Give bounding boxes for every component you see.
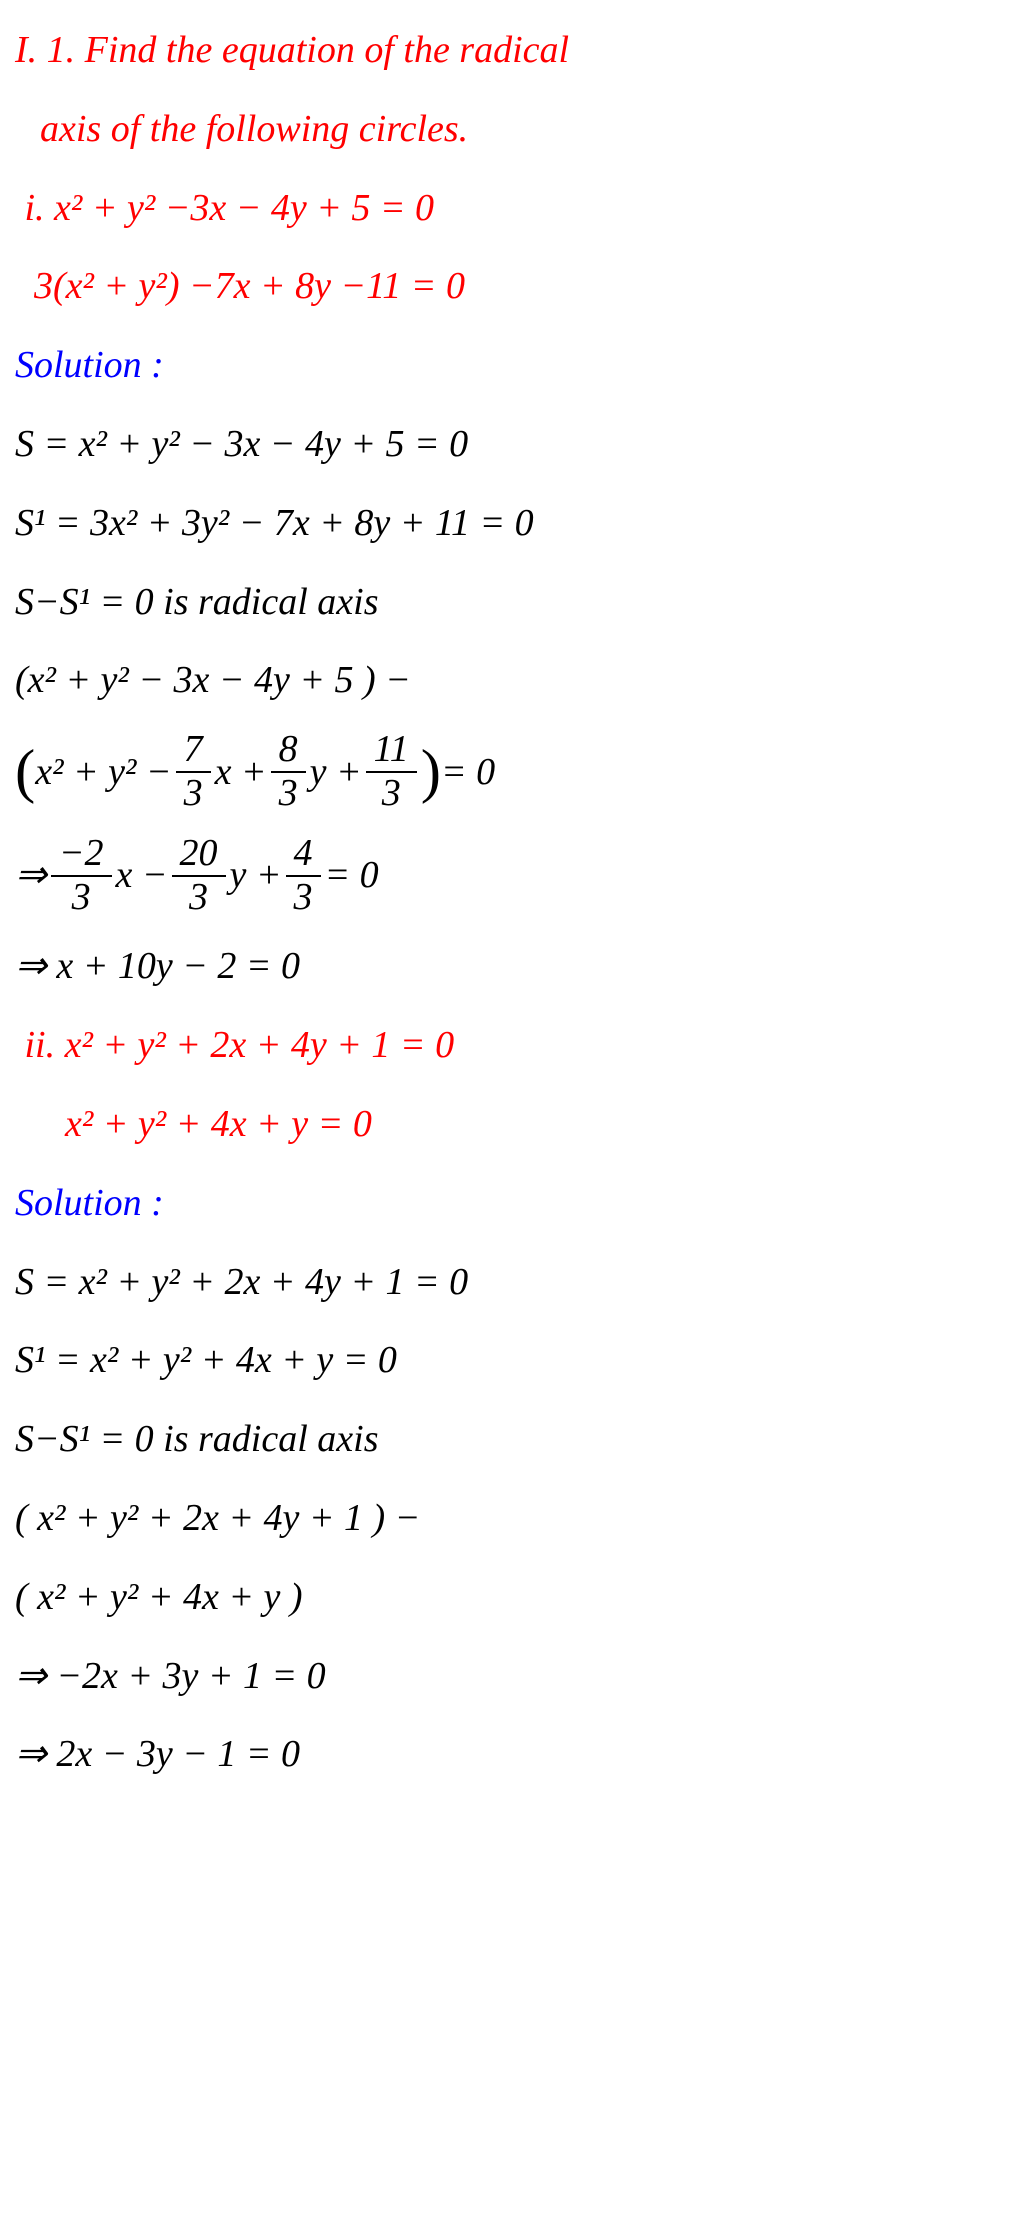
expr-part: y + xyxy=(310,742,362,803)
denominator: 3 xyxy=(271,773,306,815)
eq-text: 3(x² + y²) −7x + 8y −11 = 0 xyxy=(34,265,465,307)
numerator: 8 xyxy=(271,729,306,773)
problem-ii-eq1: ii. x² + y² + 2x + 4y + 1 = 0 xyxy=(15,1015,1021,1076)
solution2-result: ⇒ 2x − 3y − 1 = 0 xyxy=(15,1724,1021,1785)
eq-text: i. x² + y² −3x − 4y + 5 = 0 xyxy=(25,187,435,229)
problem-title-1: I. 1. Find the equation of the radical xyxy=(15,20,1021,81)
solution-result-1: ⇒ x + 10y − 2 = 0 xyxy=(15,936,1021,997)
denominator: 3 xyxy=(51,877,112,919)
solution-label-1: Solution : xyxy=(15,335,1021,396)
solution2-s: S = x² + y² + 2x + 4y + 1 = 0 xyxy=(15,1252,1021,1313)
solution-label-2: Solution : xyxy=(15,1173,1021,1234)
left-paren: ( xyxy=(15,742,35,803)
solution-expand-1: (x² + y² − 3x − 4y + 5 ) − xyxy=(15,650,1021,711)
denominator: 3 xyxy=(172,877,226,919)
fraction: 203 xyxy=(172,833,226,919)
problem-i-eq1: i. x² + y² −3x − 4y + 5 = 0 xyxy=(15,178,1021,239)
solution2-expand-1: ( x² + y² + 2x + 4y + 1 ) − xyxy=(15,1488,1021,1549)
fraction: 43 xyxy=(286,833,321,919)
eq-text: ii. x² + y² + 2x + 4y + 1 = 0 xyxy=(25,1024,455,1066)
fraction: 73 xyxy=(176,729,211,815)
fraction: 83 xyxy=(271,729,306,815)
solution2-expand-2: ( x² + y² + 4x + y ) xyxy=(15,1567,1021,1628)
solution-s: S = x² + y² − 3x − 4y + 5 = 0 xyxy=(15,414,1021,475)
solution-expand-2: ( x² + y² − 73 x + 83 y + 113 ) = 0 xyxy=(15,729,1021,815)
problem-title-2: axis of the following circles. xyxy=(15,99,1021,160)
expr-part: ⇒ xyxy=(15,845,47,906)
numerator: −2 xyxy=(51,833,112,877)
solution-simplify-1: ⇒ −23 x − 203 y + 43 = 0 xyxy=(15,833,1021,919)
numerator: 20 xyxy=(172,833,226,877)
denominator: 3 xyxy=(286,877,321,919)
expr-part: y + xyxy=(230,845,282,906)
denominator: 3 xyxy=(366,773,417,815)
right-paren: ) xyxy=(421,742,441,803)
problem-i-eq2: 3(x² + y²) −7x + 8y −11 = 0 xyxy=(15,256,1021,317)
solution2-radical-axis: S−S¹ = 0 is radical axis xyxy=(15,1409,1021,1470)
problem-ii-eq2: x² + y² + 4x + y = 0 xyxy=(15,1094,1021,1155)
solution-radical-axis: S−S¹ = 0 is radical axis xyxy=(15,572,1021,633)
expr-part: x − xyxy=(116,845,168,906)
expr-part: x² + y² − xyxy=(35,742,171,803)
numerator: 11 xyxy=(366,729,417,773)
numerator: 4 xyxy=(286,833,321,877)
expr-part: = 0 xyxy=(441,742,495,803)
fraction: −23 xyxy=(51,833,112,919)
solution2-s1: S¹ = x² + y² + 4x + y = 0 xyxy=(15,1330,1021,1391)
fraction: 113 xyxy=(366,729,417,815)
solution2-simplify: ⇒ −2x + 3y + 1 = 0 xyxy=(15,1646,1021,1707)
denominator: 3 xyxy=(176,773,211,815)
numerator: 7 xyxy=(176,729,211,773)
solution-s1: S¹ = 3x² + 3y² − 7x + 8y + 11 = 0 xyxy=(15,493,1021,554)
expr-part: = 0 xyxy=(325,845,379,906)
expr-part: x + xyxy=(215,742,267,803)
